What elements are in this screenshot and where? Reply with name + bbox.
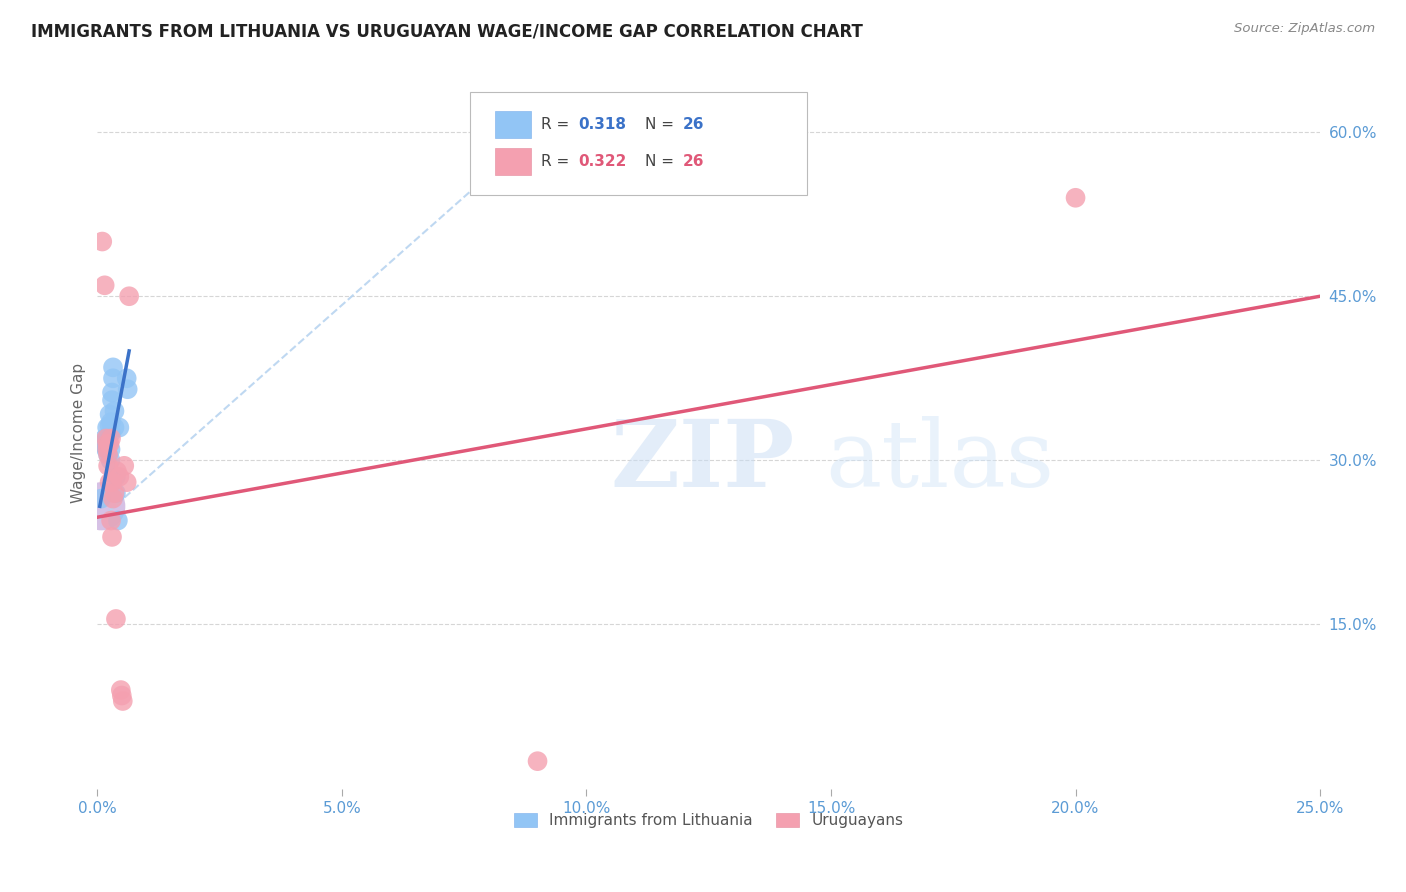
Text: 26: 26 [683, 153, 704, 169]
Point [96, 442, 118, 457]
Point [98, 437, 121, 451]
Point [103, 420, 125, 434]
Point [1064, 191, 1087, 205]
Point [90, 500, 112, 514]
Text: ZIP: ZIP [612, 417, 796, 507]
Text: IMMIGRANTS FROM LITHUANIA VS URUGUAYAN WAGE/INCOME GAP CORRELATION CHART: IMMIGRANTS FROM LITHUANIA VS URUGUAYAN W… [31, 22, 863, 40]
Point [115, 475, 138, 490]
Text: N =: N = [645, 153, 679, 169]
Text: 0.322: 0.322 [578, 153, 626, 169]
Point [104, 486, 127, 500]
Point [101, 360, 124, 375]
Y-axis label: Wage/Income Gap: Wage/Income Gap [72, 363, 86, 503]
Point [100, 432, 122, 446]
Point [98, 408, 121, 422]
FancyBboxPatch shape [495, 111, 531, 138]
Point [526, 754, 548, 768]
Point [93, 278, 115, 293]
Text: N =: N = [645, 117, 679, 132]
Point [96, 437, 118, 451]
Point [101, 371, 124, 385]
Point [108, 420, 131, 434]
Text: 26: 26 [683, 117, 704, 132]
Point [91, 437, 114, 451]
Point [101, 393, 124, 408]
Point [107, 514, 129, 528]
Point [100, 514, 122, 528]
Point [118, 289, 141, 303]
Point [97, 448, 120, 462]
Legend: Immigrants from Lithuania, Uruguayans: Immigrants from Lithuania, Uruguayans [508, 807, 910, 834]
Point [97, 448, 120, 462]
Text: R =: R = [541, 153, 574, 169]
Point [101, 491, 124, 506]
Point [96, 432, 118, 446]
Text: 0.318: 0.318 [578, 117, 626, 132]
Point [91, 235, 114, 249]
FancyBboxPatch shape [470, 92, 807, 194]
Point [90, 491, 112, 506]
Point [100, 425, 122, 440]
Point [103, 486, 125, 500]
Point [93, 432, 115, 446]
Point [112, 458, 135, 473]
Point [108, 469, 131, 483]
Point [104, 612, 127, 626]
Text: atlas: atlas [825, 417, 1054, 507]
Point [110, 683, 132, 698]
Point [98, 418, 121, 433]
Point [117, 382, 139, 396]
Text: Source: ZipAtlas.com: Source: ZipAtlas.com [1234, 22, 1375, 36]
Point [97, 437, 120, 451]
Point [96, 432, 118, 446]
Point [100, 442, 122, 457]
Point [111, 689, 134, 703]
FancyBboxPatch shape [495, 148, 531, 175]
Point [98, 475, 121, 490]
Point [100, 415, 122, 429]
Point [105, 464, 128, 478]
Point [96, 420, 118, 434]
Point [103, 404, 125, 418]
Point [101, 475, 124, 490]
Point [115, 371, 138, 385]
Point [96, 442, 118, 457]
Point [97, 458, 120, 473]
Text: R =: R = [541, 117, 574, 132]
Point [101, 385, 124, 400]
Point [101, 530, 124, 544]
Point [111, 694, 134, 708]
Point [104, 469, 127, 483]
Point [100, 453, 122, 467]
